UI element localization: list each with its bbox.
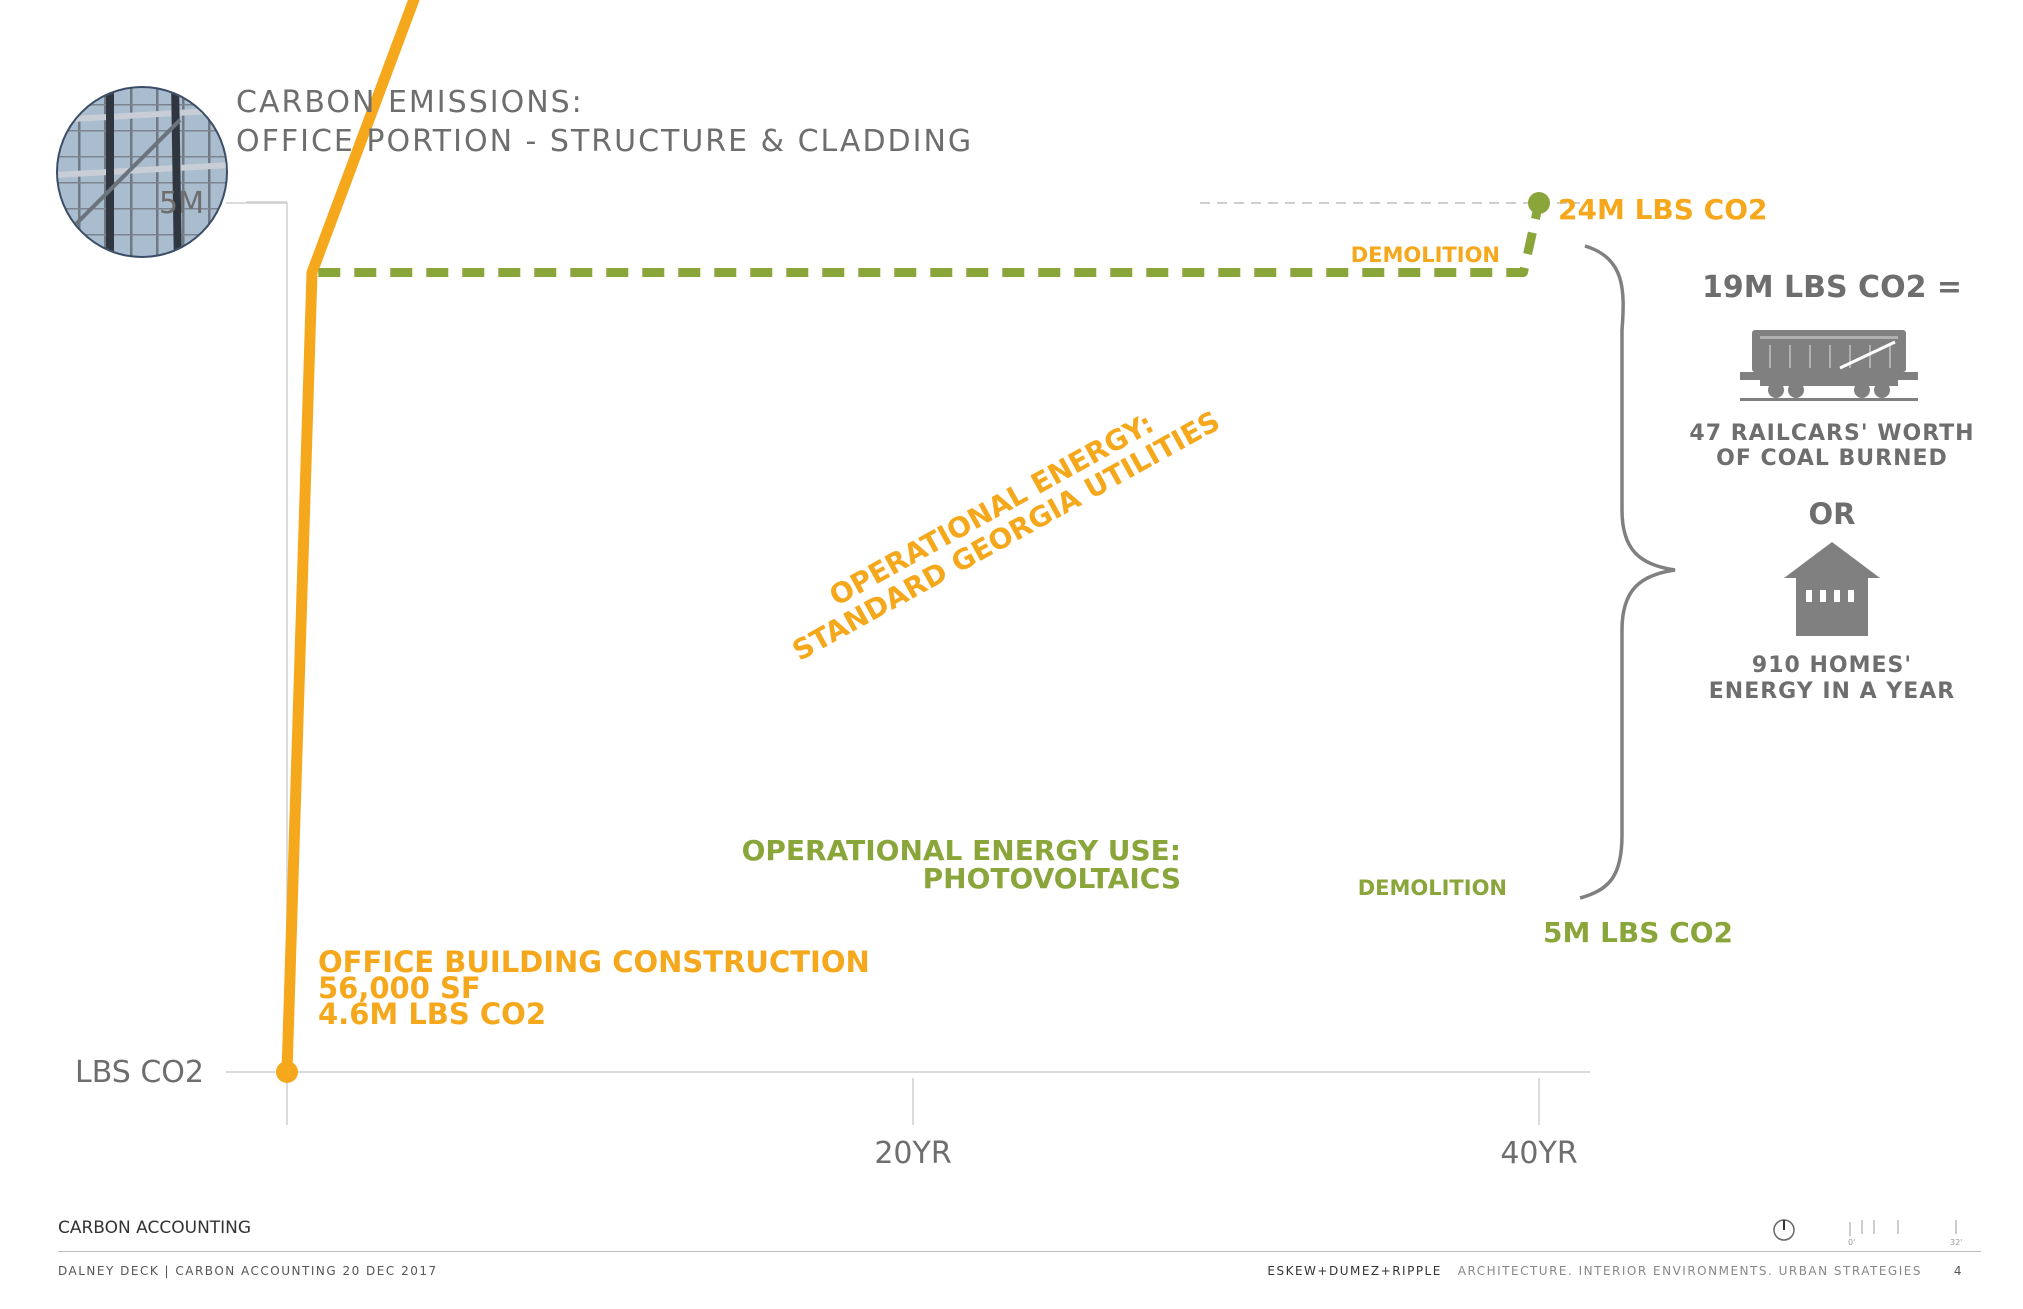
railcar-icon	[1740, 330, 1918, 401]
y-tick-label-1: 5M	[159, 186, 204, 221]
scale-label-start: 0'	[1848, 1238, 1855, 1247]
homes-caption-line2: ENERGY IN A YEAR	[1709, 679, 1955, 704]
house-icon	[1784, 542, 1880, 636]
orange-end-value-label: 24M LBS CO2	[1558, 193, 1768, 226]
homes-caption-line1: 910 HOMES'	[1752, 653, 1912, 678]
chart-title-line1: CARBON EMISSIONS:	[236, 85, 584, 120]
x-tick-label-1: 40YR	[1500, 1136, 1577, 1171]
firm-tagline: ARCHITECTURE. INTERIOR ENVIRONMENTS. URB…	[1457, 1264, 1922, 1278]
series-start-point-0	[276, 1061, 298, 1083]
railcar-caption-line2: OF COAL BURNED	[1716, 446, 1948, 471]
structure-thumbnail	[56, 86, 228, 258]
construction-label-line2: 56,000 SF	[318, 971, 481, 1005]
difference-brace	[1579, 244, 1676, 900]
footer-section-label: CARBON ACCOUNTING	[58, 1218, 252, 1238]
series-line-0	[281, 0, 420, 1078]
chart-title-line2: OFFICE PORTION - STRUCTURE & CLADDING	[236, 124, 974, 159]
footer-firm-info: ESKEW+DUMEZ+RIPPLE ARCHITECTURE. INTERIO…	[1267, 1264, 1963, 1278]
x-tick-label-0: 20YR	[874, 1136, 951, 1171]
footer-document-info: DALNEY DECK | CARBON ACCOUNTING 20 DEC 2…	[58, 1264, 438, 1278]
green-series-label-line1: OPERATIONAL ENERGY USE:	[742, 834, 1181, 867]
railcar-caption-line1: 47 RAILCARS' WORTH	[1689, 421, 1974, 446]
chart-annotations: OFFICE BUILDING CONSTRUCTION 56,000 SF 4…	[318, 193, 1768, 1031]
or-label: OR	[1809, 497, 1856, 531]
construction-label-line1: OFFICE BUILDING CONSTRUCTION	[318, 945, 870, 979]
equivalence-headline: 19M LBS CO2 =	[1702, 270, 1962, 305]
scale-bar: 0' 32'	[1773, 1219, 1962, 1247]
firm-name: ESKEW+DUMEZ+RIPPLE	[1267, 1264, 1442, 1278]
orange-series-label-line1: OPERATIONAL ENERGY:	[824, 407, 1159, 613]
series-end-point-1	[1528, 192, 1550, 214]
series-line-1	[318, 202, 1544, 277]
page-number: 4	[1953, 1264, 1963, 1278]
green-end-value-label: 5M LBS CO2	[1543, 916, 1733, 949]
construction-label-line3: 4.6M LBS CO2	[318, 997, 546, 1031]
footer-divider	[58, 1251, 1981, 1252]
demolition-orange-label: DEMOLITION	[1351, 243, 1500, 267]
green-series-label-line2: PHOTOVOLTAICS	[923, 862, 1181, 895]
orange-series-label-line2: STANDARD GEORGIA UTILITIES	[787, 404, 1226, 667]
scale-label-end: 32'	[1950, 1238, 1962, 1247]
equivalence-panel: 19M LBS CO2 = 47 RAILCARS' WORTH OF COAL…	[1689, 270, 1974, 704]
chart-series	[276, 0, 1550, 1083]
demolition-green-label: DEMOLITION	[1358, 876, 1507, 900]
y-tick-label-0: LBS CO2	[75, 1055, 204, 1090]
